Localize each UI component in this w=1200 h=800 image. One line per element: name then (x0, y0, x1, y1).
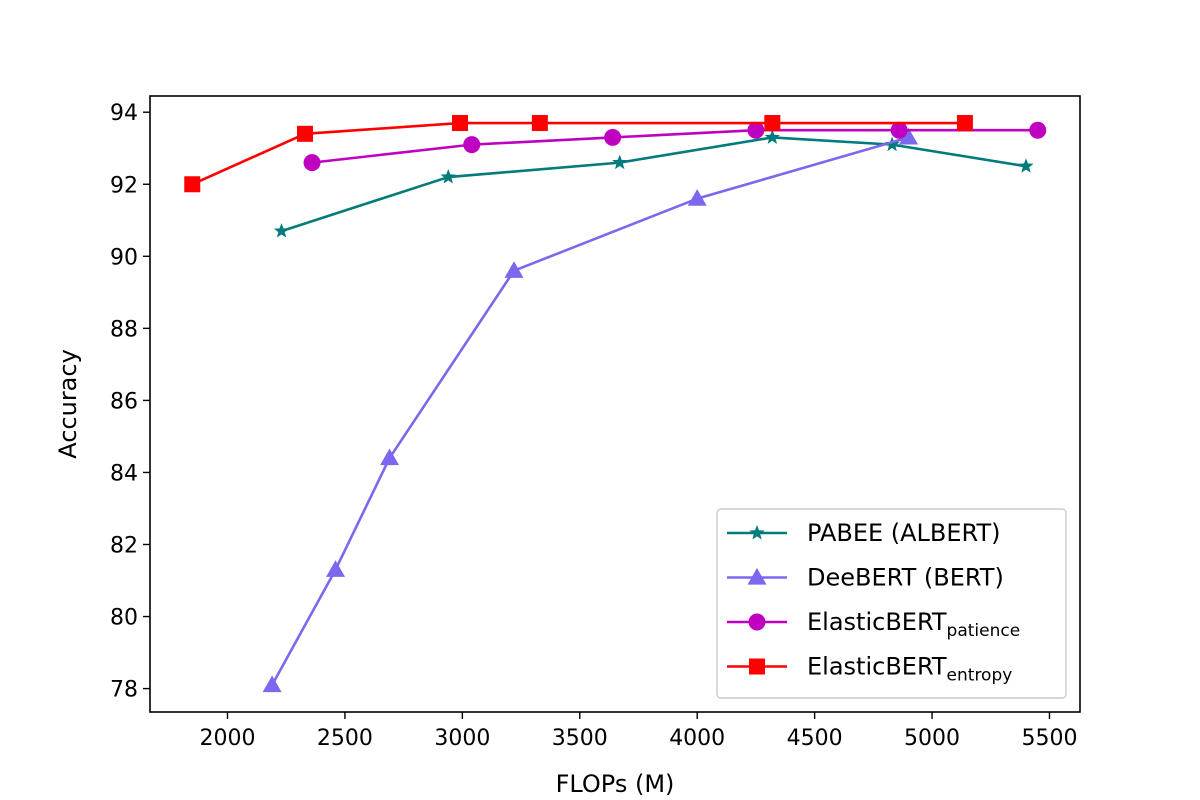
legend-label-main: ElasticBERT (807, 653, 947, 681)
series-line (311, 128, 1038, 164)
series-elasticbert-patience (303, 121, 1047, 172)
data-point (504, 261, 524, 278)
y-tick-label: 88 (110, 317, 138, 342)
data-point (380, 448, 400, 466)
y-tick-label: 94 (110, 101, 138, 126)
x-tick-label: 5500 (1021, 726, 1077, 751)
x-tick-label: 2500 (317, 726, 373, 751)
y-tick-label: 80 (110, 606, 138, 631)
data-point (184, 176, 201, 193)
legend-label-main: DeeBERT (BERT) (807, 564, 1004, 592)
x-tick-label: 3000 (434, 726, 490, 751)
x-tick-label: 5000 (904, 726, 960, 751)
legend-item: ElasticBERTpatience (727, 608, 1020, 641)
data-point (452, 115, 468, 132)
legend-label: ElasticBERTpatience (807, 608, 1020, 641)
legend-label: DeeBERT (BERT) (807, 564, 1004, 592)
data-point (747, 121, 765, 139)
legend-item: ElasticBERTentropy (727, 653, 1012, 686)
data-point (463, 136, 481, 154)
legend: PABEE (ALBERT) DeeBERT (BERT) ElasticBERTp… (716, 508, 1067, 699)
x-axis-label: FLOPs (M) (556, 770, 675, 798)
x-tick-label: 2000 (200, 726, 256, 751)
data-point (1018, 158, 1034, 173)
legend-marker (748, 613, 766, 631)
data-point (440, 169, 456, 184)
data-point (273, 223, 290, 238)
data-point (612, 154, 628, 170)
legend-label-subscript: patience (947, 621, 1021, 641)
legend-box (716, 508, 1067, 699)
legend-marker (749, 658, 765, 675)
x-axis: 2000 2500 3000 3500 4000 4500 5000 5500 (200, 712, 1077, 751)
data-point (326, 560, 346, 577)
y-tick-label: 92 (110, 173, 138, 198)
series-line (191, 121, 965, 186)
y-tick-label: 82 (110, 533, 138, 558)
series-pabee-albert (273, 129, 1034, 238)
data-point (956, 115, 973, 132)
legend-item: PABEE (ALBERT) (727, 519, 1001, 547)
data-point (297, 125, 313, 142)
legend-item: DeeBERT (BERT) (727, 564, 1004, 592)
data-point (303, 154, 321, 172)
series-deebert-bert (262, 127, 919, 693)
y-axis: 78 80 82 84 86 88 90 92 94 (110, 101, 150, 703)
data-point (687, 189, 707, 206)
legend-label-subscript: entropy (947, 666, 1013, 686)
legend-label: PABEE (ALBERT) (807, 519, 1001, 547)
legend-label-main: PABEE (ALBERT) (807, 519, 1001, 547)
data-point (531, 115, 548, 132)
y-axis-label: Accuracy (54, 349, 82, 459)
data-point (262, 675, 282, 693)
data-point (764, 115, 781, 132)
x-tick-label: 4500 (787, 726, 843, 751)
series-layer (184, 115, 1047, 693)
y-tick-label: 84 (110, 461, 138, 486)
data-point (764, 129, 780, 144)
data-point (890, 121, 908, 139)
y-tick-label: 78 (110, 678, 138, 703)
series-line (270, 136, 909, 686)
y-tick-label: 86 (110, 389, 138, 414)
plot-frame (149, 95, 1081, 713)
x-tick-label: 3500 (552, 726, 608, 751)
legend-label: ElasticBERTentropy (807, 653, 1012, 686)
data-point (884, 136, 900, 152)
data-point (1029, 121, 1047, 139)
data-point (899, 127, 919, 145)
y-tick-label: 90 (110, 245, 138, 270)
x-tick-label: 4000 (669, 726, 725, 751)
legend-label-main: ElasticBERT (807, 608, 947, 636)
legend-marker (747, 568, 767, 585)
series-line (281, 136, 1027, 233)
series-elasticbert-entropy (184, 115, 973, 193)
data-point (604, 128, 622, 146)
legend-marker (749, 525, 765, 540)
